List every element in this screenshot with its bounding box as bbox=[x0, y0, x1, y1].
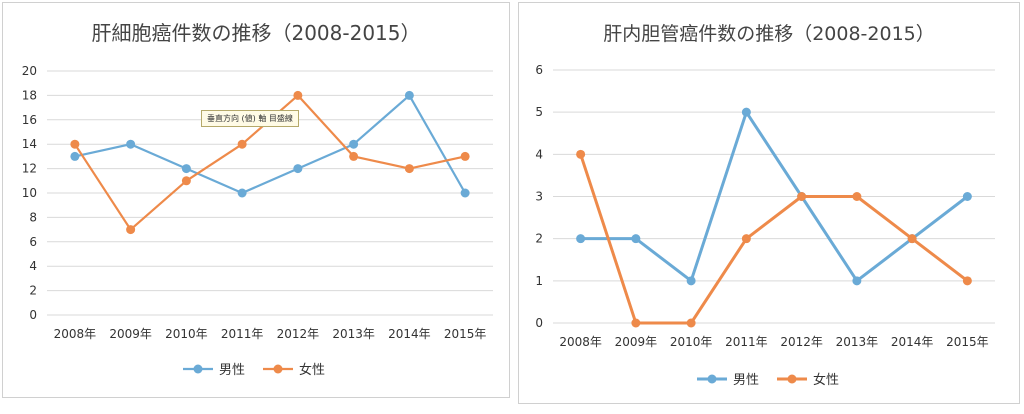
x-tick-label: 2015年 bbox=[946, 335, 989, 349]
y-tick-label: 5 bbox=[535, 105, 543, 119]
data-point bbox=[404, 90, 414, 100]
data-point bbox=[460, 188, 470, 198]
y-tick-label: 4 bbox=[29, 259, 37, 273]
data-point bbox=[404, 164, 414, 174]
legend-label: 女性 bbox=[299, 362, 325, 378]
data-point bbox=[686, 318, 696, 328]
y-tick-label: 12 bbox=[22, 162, 37, 176]
data-point bbox=[576, 234, 586, 244]
y-tick-label: 1 bbox=[535, 274, 543, 288]
x-tick-label: 2013年 bbox=[332, 327, 375, 341]
x-tick-label: 2012年 bbox=[780, 335, 823, 349]
y-tick-label: 0 bbox=[29, 308, 37, 322]
chart-title: 肝細胞癌件数の推移（2008-2015） bbox=[91, 21, 421, 45]
line-chart-icc[interactable]: 0 1 2 3 4 5 6 2008年 2009年 2010年 2011年 2012年 2013年 201… bbox=[519, 3, 1021, 405]
data-point bbox=[741, 234, 751, 244]
series-line bbox=[579, 152, 969, 325]
x-tick-label: 2014年 bbox=[388, 327, 431, 341]
data-point bbox=[852, 276, 862, 286]
x-tick-label: 2010年 bbox=[670, 335, 713, 349]
data-point bbox=[237, 139, 247, 149]
data-point bbox=[70, 139, 80, 149]
series-line bbox=[73, 94, 467, 195]
data-point bbox=[460, 151, 470, 161]
y-tick-label: 4 bbox=[535, 147, 543, 161]
legend-label: 男性 bbox=[219, 363, 245, 378]
data-point bbox=[741, 107, 751, 117]
y-tick-label: 10 bbox=[22, 186, 37, 200]
data-point bbox=[70, 151, 80, 161]
x-tick-label: 2012年 bbox=[277, 327, 320, 341]
series-line bbox=[579, 110, 969, 283]
data-point bbox=[962, 276, 972, 286]
data-point bbox=[293, 164, 303, 174]
data-point bbox=[852, 192, 862, 201]
data-point bbox=[126, 139, 136, 149]
x-tick-label: 2014年 bbox=[891, 335, 934, 349]
y-tick-label: 14 bbox=[22, 137, 37, 151]
x-tick-label: 2015年 bbox=[444, 327, 487, 341]
x-tick-label: 2009年 bbox=[615, 335, 658, 349]
data-point bbox=[631, 234, 641, 244]
legend-marker bbox=[707, 374, 717, 384]
data-point bbox=[962, 192, 972, 201]
x-tick-label: 2008年 bbox=[54, 327, 97, 341]
data-point bbox=[349, 151, 359, 161]
y-tick-label: 18 bbox=[22, 88, 37, 102]
x-tick-label: 2013年 bbox=[836, 335, 879, 349]
y-tick-label: 2 bbox=[535, 232, 543, 246]
y-tick-label: 8 bbox=[29, 210, 37, 224]
y-tick-label: 2 bbox=[29, 284, 37, 298]
data-point bbox=[576, 149, 586, 159]
legend-marker bbox=[787, 374, 797, 384]
y-tick-label: 0 bbox=[535, 316, 543, 330]
x-tick-label: 2011年 bbox=[725, 335, 768, 349]
data-point bbox=[181, 176, 191, 186]
data-point bbox=[293, 90, 303, 100]
y-tick-label: 6 bbox=[29, 235, 37, 249]
data-point bbox=[907, 234, 917, 244]
legend-marker bbox=[273, 364, 283, 374]
chart-title: 肝内胆管癌件数の推移（2008-2015） bbox=[603, 23, 935, 45]
y-tick-label: 16 bbox=[22, 113, 37, 127]
chart-panel-icc[interactable]: 肝内胆管癌件数の推移（2008-2015） 0 1 2 3 4 5 6 2008年 2009年 2… bbox=[518, 2, 1020, 404]
y-tick-label: 3 bbox=[535, 190, 543, 204]
chart-panel-hcc[interactable]: 肝細胞癌件数の推移（2008-2015） 0 2 4 6 8 10 12 14 16 18 20 20… bbox=[2, 2, 510, 398]
x-tick-label: 2009年 bbox=[109, 327, 152, 341]
data-point bbox=[797, 192, 807, 201]
data-point bbox=[181, 164, 191, 174]
data-point bbox=[686, 276, 696, 286]
data-point bbox=[237, 188, 247, 198]
x-tick-label: 2011年 bbox=[221, 327, 264, 341]
legend-label: 女性 bbox=[813, 372, 839, 388]
gridline-tooltip: 垂直方向 (値) 軸 目盛線 bbox=[201, 110, 299, 127]
legend-label: 男性 bbox=[733, 373, 759, 388]
legend-marker bbox=[193, 364, 203, 374]
y-tick-label: 20 bbox=[22, 64, 37, 78]
data-point bbox=[349, 139, 359, 149]
data-point bbox=[631, 318, 641, 328]
line-chart-hcc[interactable]: 0 2 4 6 8 10 12 14 16 18 20 2008年 2009年 2010年 2011年 201… bbox=[3, 3, 511, 399]
data-point bbox=[126, 225, 136, 235]
x-tick-label: 2008年 bbox=[559, 335, 602, 349]
y-tick-label: 6 bbox=[535, 63, 543, 77]
x-tick-label: 2010年 bbox=[165, 327, 208, 341]
